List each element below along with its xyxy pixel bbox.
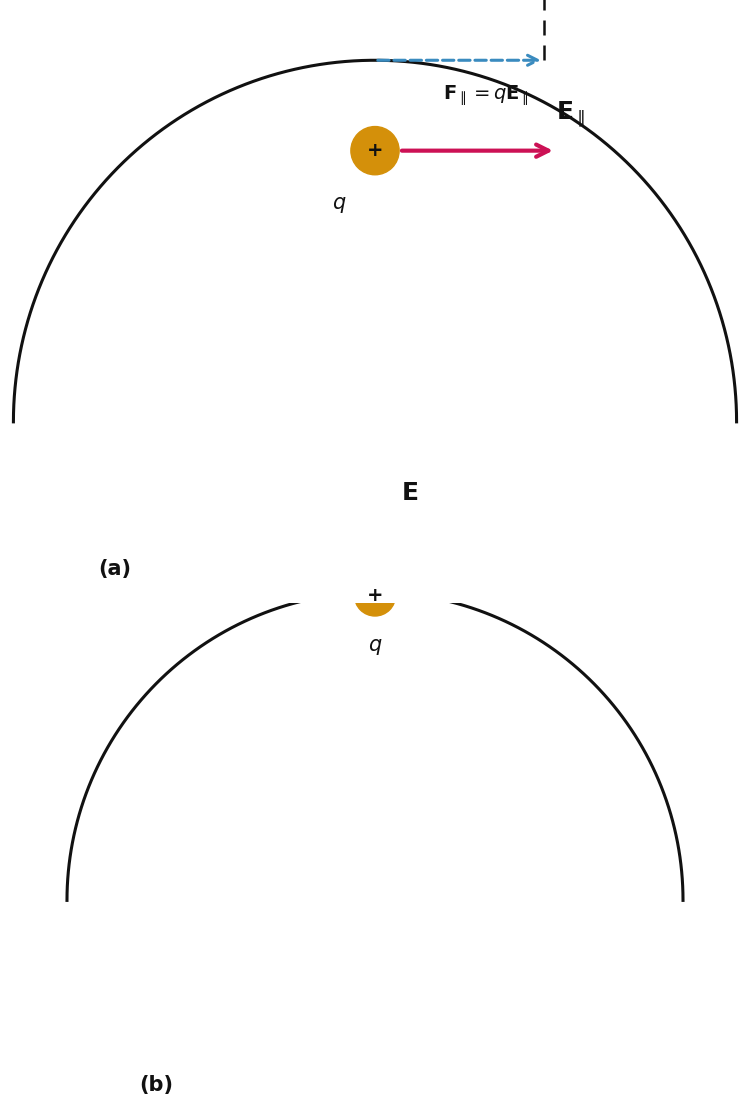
Text: $q$: $q$ xyxy=(332,195,346,215)
Text: (a): (a) xyxy=(98,558,130,578)
Text: +: + xyxy=(367,141,383,161)
Text: +: + xyxy=(367,586,383,605)
Text: (b): (b) xyxy=(139,1076,172,1096)
Text: $q$: $q$ xyxy=(368,637,382,657)
Circle shape xyxy=(355,575,395,616)
Text: $\mathbf{E}_\parallel$: $\mathbf{E}_\parallel$ xyxy=(556,99,585,129)
Circle shape xyxy=(351,126,399,175)
Text: $\mathbf{F}_\parallel = q\mathbf{E}_\parallel$: $\mathbf{F}_\parallel = q\mathbf{E}_\par… xyxy=(443,84,529,108)
Text: $\mathbf{E}$: $\mathbf{E}$ xyxy=(400,481,418,504)
